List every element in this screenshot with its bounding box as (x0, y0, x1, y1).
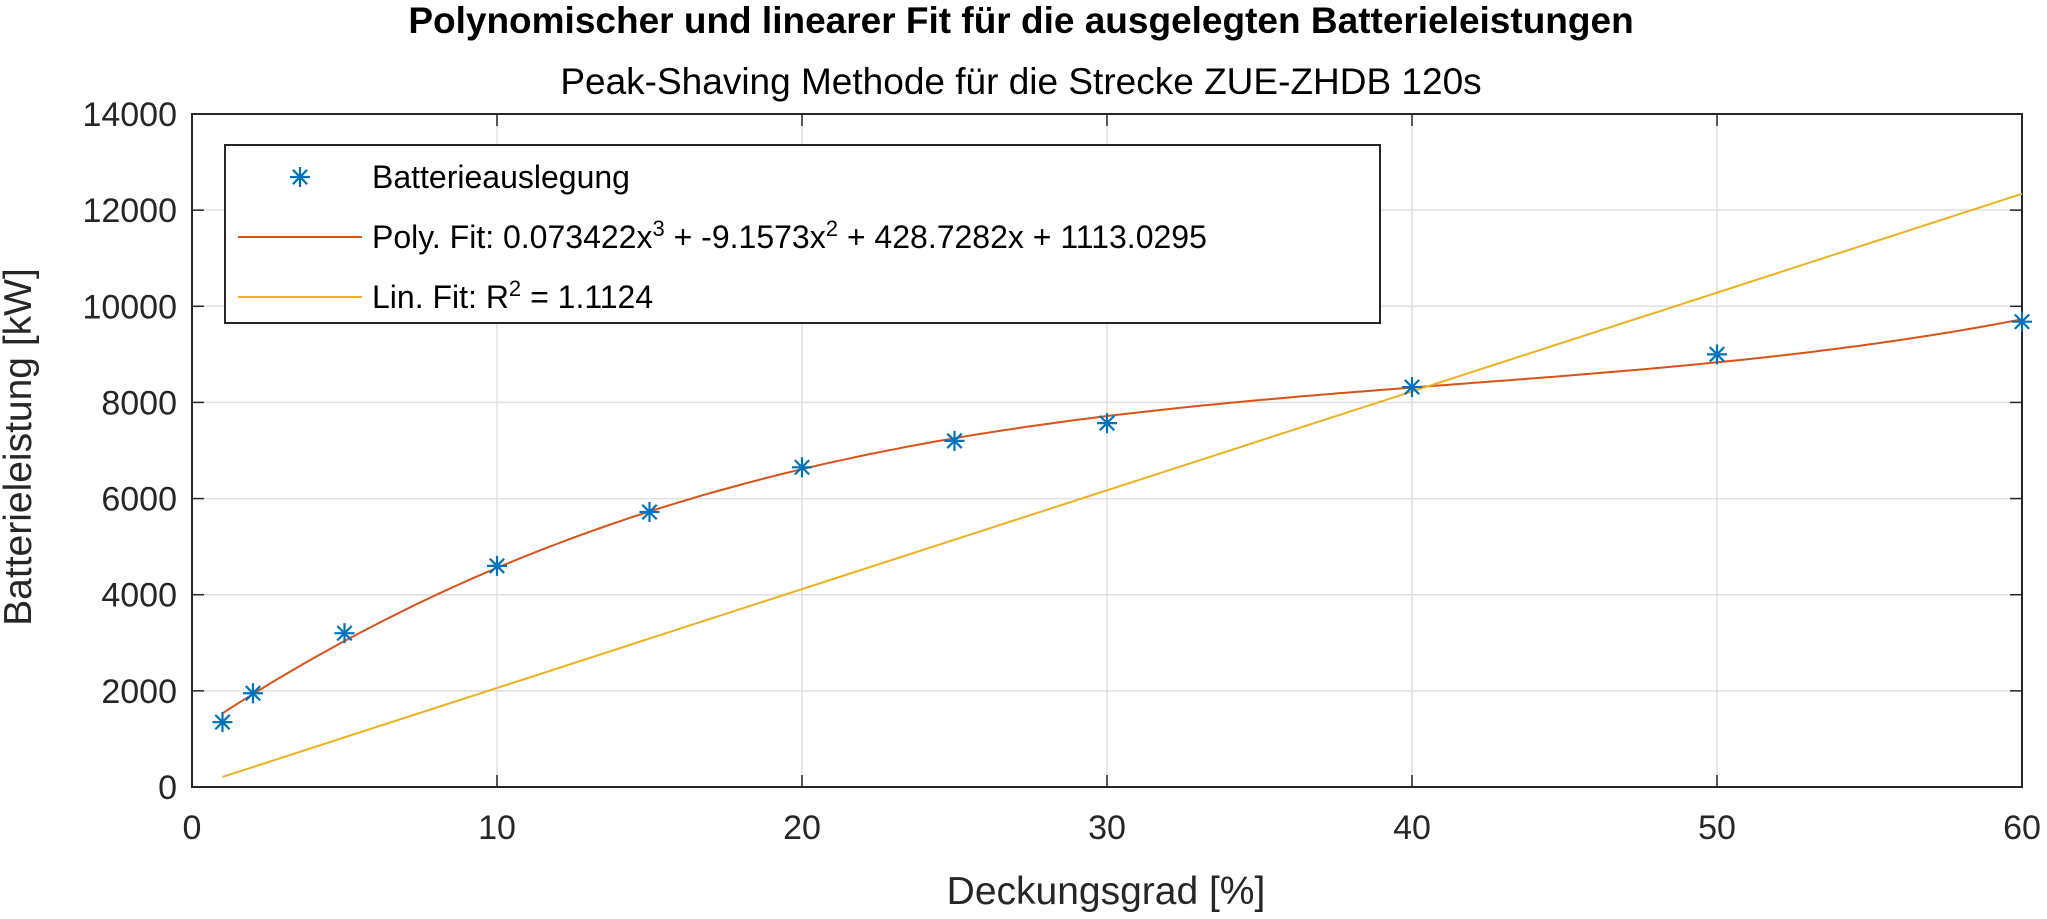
x-tick-label: 50 (1698, 809, 1736, 847)
data-point (944, 430, 965, 451)
series-line-poly-fit (221, 318, 2023, 715)
data-point (243, 683, 263, 704)
chart-title: Polynomischer und linearer Fit für die a… (408, 0, 1633, 41)
x-axis-label: Deckungsgrad [%] (947, 870, 1266, 913)
axes (191, 113, 2023, 788)
series-layer (212, 192, 2032, 778)
legend-entry: Batterieauslegung (372, 159, 630, 195)
data-point (1097, 413, 1117, 434)
x-tick-label: 30 (1088, 809, 1126, 847)
series-line-lin-fit (222, 192, 2023, 778)
data-point (792, 457, 812, 478)
x-tick-label: 40 (1393, 809, 1431, 847)
data-point (1402, 377, 1422, 398)
legend: Batterieauslegung Poly. Fit: 0.073422x3 +… (224, 144, 1381, 324)
legend-entry: Poly. Fit: 0.073422x3 + -9.1573x2 + 428.… (372, 216, 1207, 256)
legend-entry: Lin. Fit: R2 = 1.1124 (372, 276, 653, 316)
x-tick-label: 20 (783, 809, 821, 847)
chart-subtitle: Peak-Shaving Methode für die Strecke ZUE… (560, 61, 1481, 102)
data-point (334, 623, 355, 644)
legend-marker (290, 167, 310, 187)
x-tick-label: 10 (478, 809, 516, 847)
x-tick-label: 0 (183, 809, 202, 847)
data-point (487, 555, 507, 576)
y-tick-label: 10000 (82, 288, 177, 326)
legend-box (224, 144, 1381, 324)
y-tick-label: 2000 (101, 673, 177, 711)
y-tick-label: 8000 (101, 384, 177, 422)
y-tick-label: 4000 (101, 577, 177, 615)
x-tick-label: 60 (2003, 809, 2041, 847)
axes-box (191, 113, 2023, 788)
tick-labels: 0 10 20 30 40 50 60 0 2000 4000 6000 8000 10000 12000… (82, 96, 2040, 847)
y-tick-label: 0 (158, 769, 177, 807)
y-tick-label: 12000 (82, 192, 177, 230)
data-point (212, 712, 233, 733)
y-tick-label: 14000 (82, 96, 177, 134)
y-tick-label: 6000 (101, 481, 177, 519)
data-point (639, 502, 660, 523)
y-axis-label: Batterieleistung [kW] (0, 268, 40, 626)
data-point (1707, 344, 1727, 365)
data-point (2012, 311, 2032, 332)
